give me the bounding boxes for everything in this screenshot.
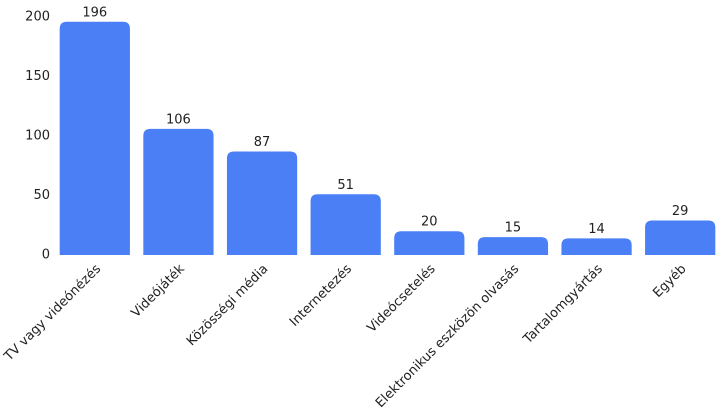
bar xyxy=(310,194,381,255)
x-tick-label: Tartalomgyártás xyxy=(520,262,606,348)
value-label: 14 xyxy=(588,222,605,237)
bar xyxy=(226,151,298,255)
x-tick-label: Egyéb xyxy=(650,262,689,301)
y-tick-label: 150 xyxy=(25,69,50,84)
x-tick-label: Közösségi média xyxy=(184,262,271,349)
x-tick-label: Internetezés xyxy=(287,262,355,330)
bar xyxy=(477,237,549,255)
value-label: 87 xyxy=(254,135,271,150)
value-label: 106 xyxy=(166,112,191,127)
x-tick-label: Videójáték xyxy=(129,261,188,320)
bar xyxy=(59,21,130,256)
bar xyxy=(645,220,716,255)
value-label: 29 xyxy=(672,204,689,219)
bar xyxy=(394,231,465,255)
y-tick-label: 50 xyxy=(33,188,50,203)
bar xyxy=(143,128,214,255)
value-label: 51 xyxy=(337,178,354,193)
x-tick-label: Elektronikus eszközön olvasás xyxy=(373,262,522,409)
y-tick-label: 0 xyxy=(42,248,50,263)
value-label: 196 xyxy=(82,5,107,20)
x-tick-label: TV vagy videónézés xyxy=(1,262,104,365)
x-tick-label: Videócsetelés xyxy=(364,262,438,336)
value-label: 20 xyxy=(421,215,438,230)
bar xyxy=(561,238,632,255)
y-tick-label: 200 xyxy=(25,10,50,25)
y-tick-label: 100 xyxy=(25,129,50,144)
value-label: 15 xyxy=(505,221,522,236)
